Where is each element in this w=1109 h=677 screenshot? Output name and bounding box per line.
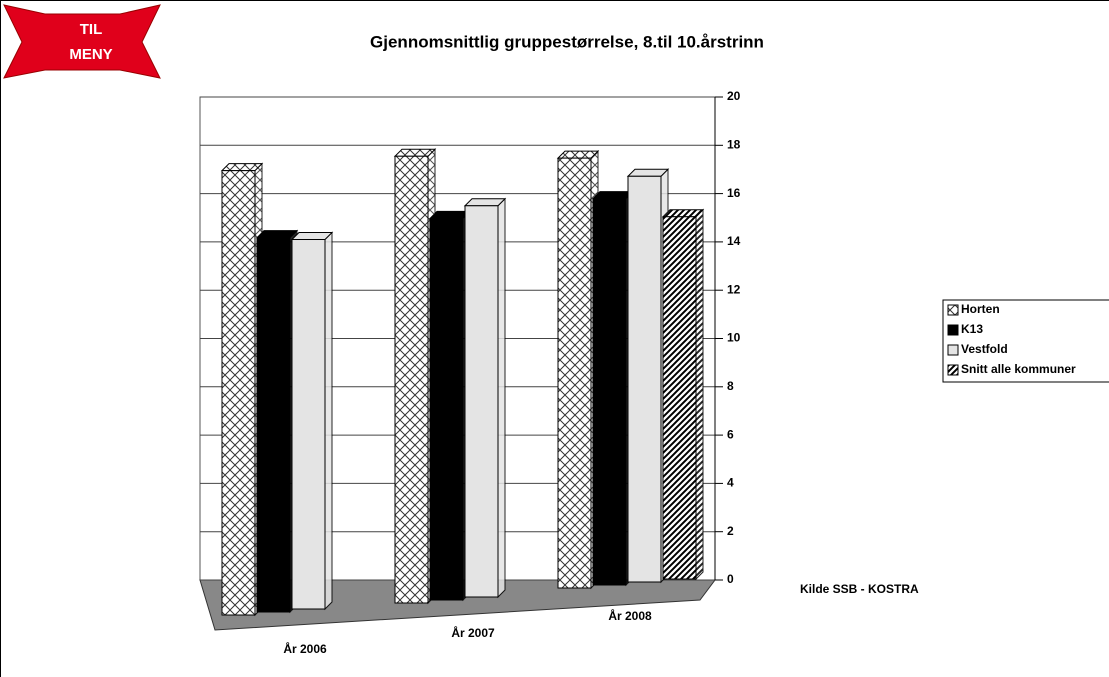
x-tick-label: År 2006 xyxy=(283,641,327,656)
legend xyxy=(942,299,1109,383)
bar xyxy=(592,198,627,586)
bar xyxy=(557,157,592,589)
bar-top xyxy=(290,232,334,241)
annotation: Kilde SSB - KOSTRA xyxy=(800,582,919,596)
bar-top xyxy=(463,198,507,207)
legend-swatch xyxy=(947,344,959,356)
y-tick-label: 12 xyxy=(727,282,741,296)
bar-side xyxy=(497,197,506,599)
y-tick-label: 14 xyxy=(727,234,741,248)
bar-top xyxy=(626,168,670,177)
legend-label: Horten xyxy=(961,302,1000,316)
legend-swatch xyxy=(947,364,959,376)
chart-title: Gjennomsnittlig gruppestørrelse, 8.til 1… xyxy=(370,32,764,51)
legend-swatch xyxy=(947,304,959,316)
bar xyxy=(429,217,464,601)
bar xyxy=(291,239,326,610)
menu-button[interactable]: TIL MENY xyxy=(3,4,161,79)
y-tick-label: 8 xyxy=(727,379,734,393)
y-tick-label: 6 xyxy=(727,427,734,441)
legend-label: K13 xyxy=(961,322,983,336)
bar-top xyxy=(255,230,299,239)
y-tick-label: 16 xyxy=(727,186,741,200)
y-tick-label: 4 xyxy=(727,476,734,490)
legend-label: Vestfold xyxy=(961,342,1008,356)
y-tick-label: 20 xyxy=(727,89,741,103)
bar xyxy=(221,170,256,616)
menu-text[interactable]: TIL xyxy=(80,21,103,38)
x-tick-label: År 2007 xyxy=(451,625,495,640)
bar xyxy=(662,216,697,580)
bar-side xyxy=(324,231,333,611)
x-tick-label: År 2008 xyxy=(608,608,652,623)
bar xyxy=(627,175,662,583)
bar xyxy=(256,237,291,613)
bar-top xyxy=(661,209,705,218)
bar-top xyxy=(556,150,600,159)
y-tick-label: 0 xyxy=(727,572,734,586)
bar-top xyxy=(220,163,264,172)
legend-label: Snitt alle kommuner xyxy=(961,362,1076,376)
bar-top xyxy=(428,210,472,219)
legend-swatch xyxy=(947,324,959,336)
bar xyxy=(464,205,499,598)
y-tick-label: 2 xyxy=(727,524,734,538)
y-tick-label: 10 xyxy=(727,331,741,345)
y-tick-label: 18 xyxy=(727,137,741,151)
bar-side xyxy=(695,208,704,581)
menu-text[interactable]: MENY xyxy=(69,46,112,63)
bar xyxy=(394,155,429,604)
menu-banner[interactable] xyxy=(3,4,161,79)
bar-top xyxy=(591,191,635,200)
bar-top xyxy=(393,148,437,157)
